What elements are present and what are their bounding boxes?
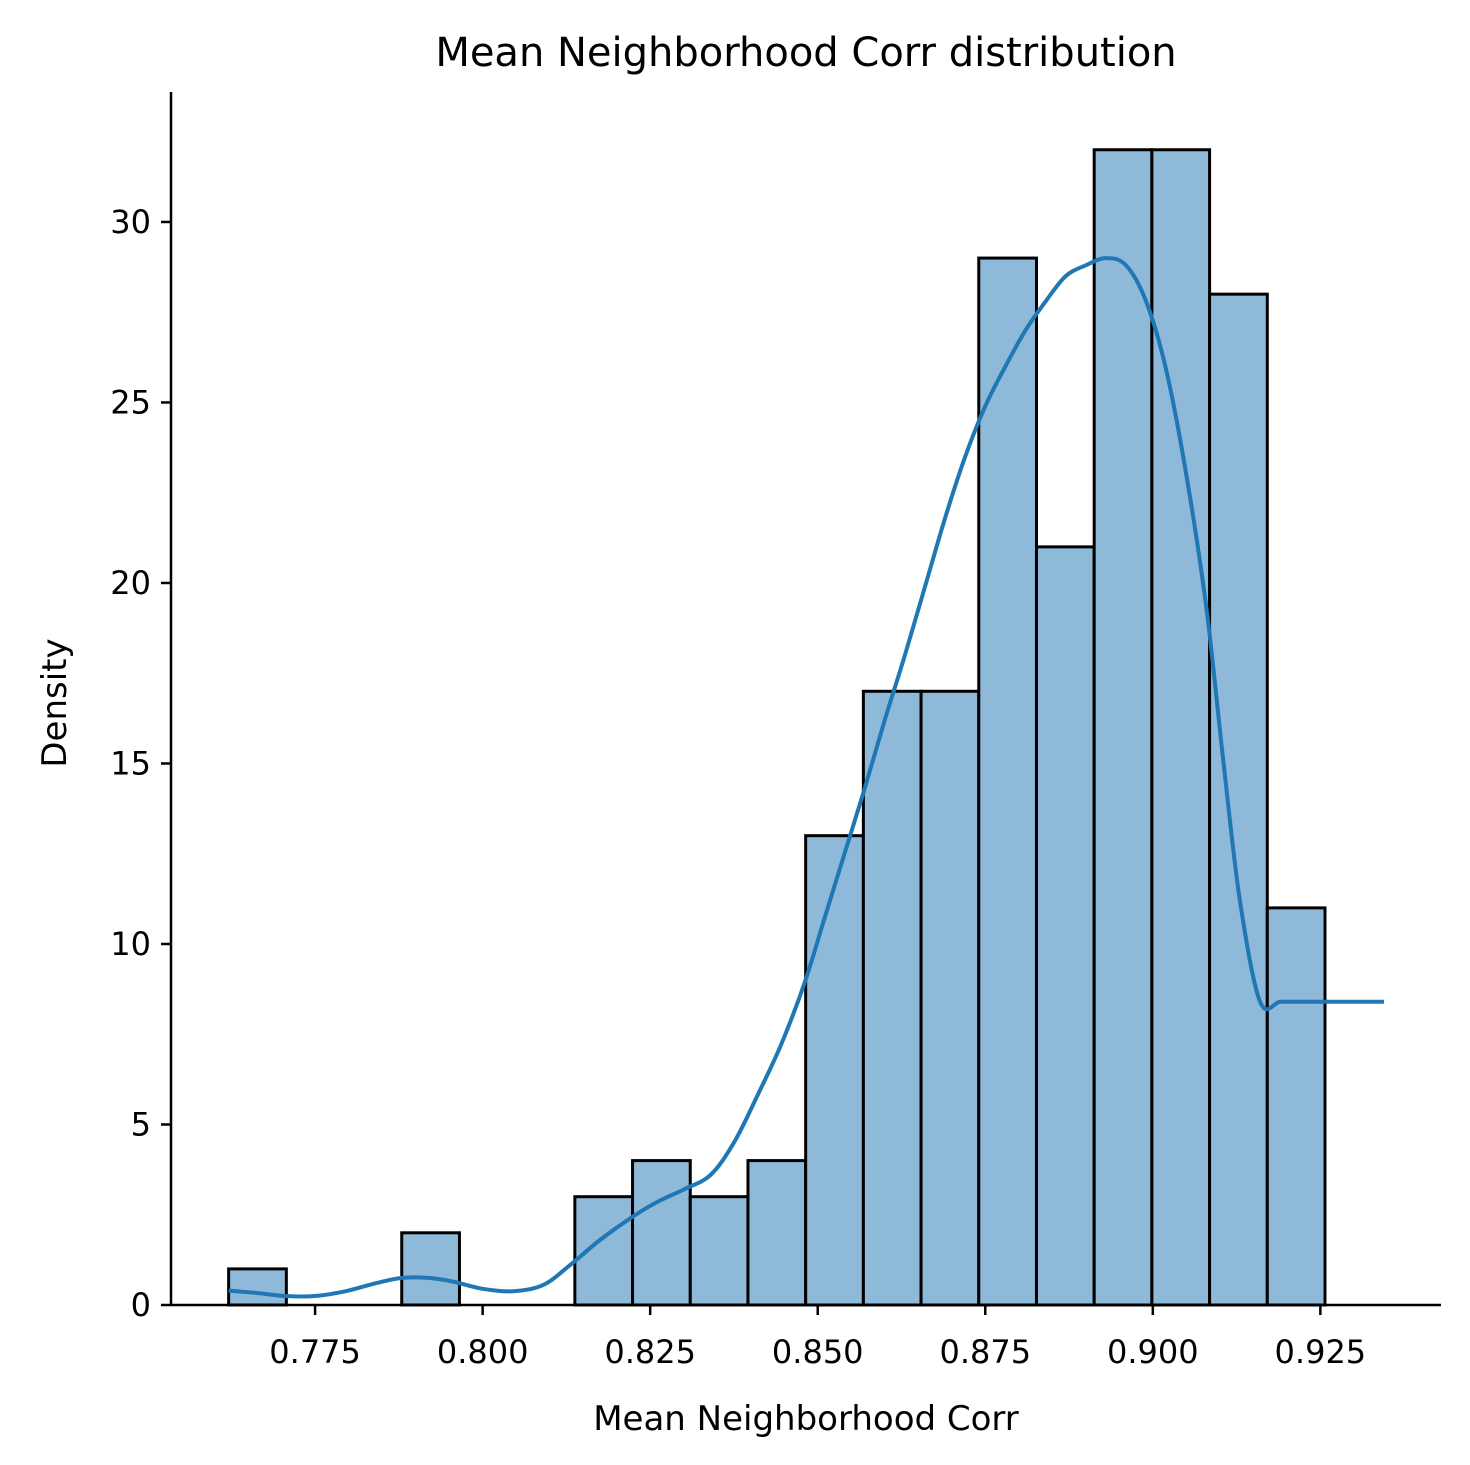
histogram-bars <box>227 148 1327 1307</box>
x-tick-label: 0.800 <box>437 1333 529 1371</box>
histogram-bar <box>919 689 981 1307</box>
histogram-bar <box>804 834 865 1307</box>
histogram-bar <box>861 689 923 1307</box>
histogram-bar <box>573 1195 635 1307</box>
y-tick-label: 25 <box>110 383 151 421</box>
histogram-bar <box>1092 148 1154 1307</box>
x-tick-label: 0.775 <box>269 1333 361 1371</box>
histogram-bar <box>1208 292 1269 1307</box>
histogram-bar <box>631 1159 692 1307</box>
y-tick-label: 30 <box>110 203 151 241</box>
histogram-bar <box>1034 545 1096 1307</box>
y-tick-label: 20 <box>110 564 151 602</box>
x-axis-ticks: 0.775 0.800 0.825 0.850 0.875 0.900 0.925 <box>269 1305 1366 1371</box>
x-axis-label: Mean Neighborhood Corr <box>593 1399 1019 1439</box>
x-tick-label: 0.900 <box>1107 1333 1199 1371</box>
y-tick-label: 5 <box>131 1105 151 1143</box>
histogram-bar <box>1150 148 1212 1307</box>
kde-curve <box>228 256 1384 1299</box>
histogram-bar <box>400 1231 461 1307</box>
histogram-bar <box>1265 906 1327 1307</box>
x-tick-label: 0.850 <box>772 1333 864 1371</box>
chart-title: Mean Neighborhood Corr distribution <box>435 30 1176 76</box>
y-tick-label: 10 <box>110 925 151 963</box>
y-axis-label: Density <box>35 638 75 767</box>
x-tick-label: 0.875 <box>939 1333 1031 1371</box>
y-tick-label: 15 <box>110 744 151 782</box>
x-tick-label: 0.825 <box>604 1333 696 1371</box>
histogram-bar <box>977 256 1038 1307</box>
histogram-bar <box>227 1267 288 1307</box>
y-tick-label: 0 <box>131 1286 151 1324</box>
histogram-bar <box>746 1159 808 1307</box>
histogram-bar <box>688 1195 750 1307</box>
y-axis-ticks: 0 5 10 15 20 25 30 <box>110 203 171 1324</box>
x-tick-label: 0.925 <box>1275 1333 1367 1371</box>
